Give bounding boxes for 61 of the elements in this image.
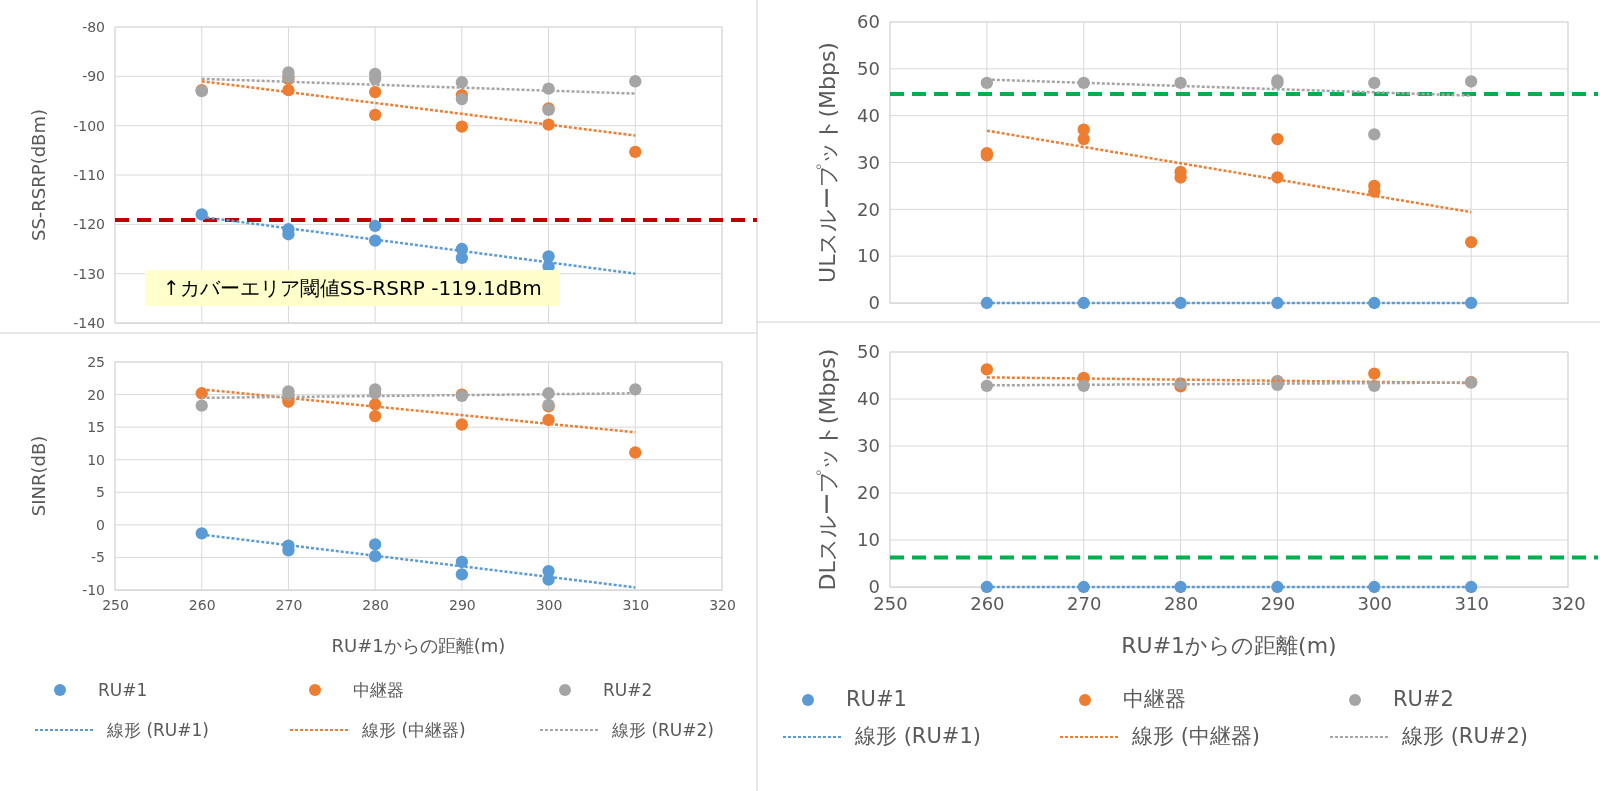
legend-label: RU#1 <box>98 680 148 700</box>
y-tick-label: -100 <box>73 117 105 134</box>
legend-label: RU#2 <box>1393 687 1454 711</box>
y-tick-label: -10 <box>82 581 105 598</box>
legend-label: 線形 (RU#2) <box>611 720 714 740</box>
y-tick-label: 50 <box>857 58 880 80</box>
x-tick-label: 280 <box>362 596 390 613</box>
legend-label: RU#2 <box>603 680 653 700</box>
x-tick-label: 260 <box>188 596 216 613</box>
y-tick-label: 0 <box>868 292 880 314</box>
x-tick-label: 270 <box>1067 592 1102 614</box>
x-tick-label: 300 <box>1357 592 1392 614</box>
y-tick-label: -80 <box>82 18 105 35</box>
y-tick-label: 20 <box>857 198 880 220</box>
legend-label: 中継器 <box>353 680 404 700</box>
y-tick-label: -110 <box>73 166 105 183</box>
y-tick-label: 10 <box>87 451 105 468</box>
legend-label: 線形 (RU#1) <box>854 724 981 748</box>
y-tick-label: 25 <box>87 353 105 370</box>
legend-label: 線形 (RU#1) <box>106 720 209 740</box>
y-tick-label: 0 <box>96 516 105 533</box>
x-tick-label: 250 <box>102 596 129 613</box>
y-tick-label: 15 <box>87 419 105 436</box>
x-tick-label: 310 <box>1454 592 1489 614</box>
y-axis-title: ULスループット(Mbps) <box>815 42 840 283</box>
y-tick-label: 20 <box>857 482 880 504</box>
x-tick-label: 270 <box>275 596 303 613</box>
annotation: ↑カバーエリア閾値SS-RSRP -119.1dBm <box>163 276 542 300</box>
y-tick-label: 60 <box>857 11 880 33</box>
legend-label: 中継器 <box>1123 687 1186 711</box>
y-tick-label: 50 <box>857 341 880 363</box>
legend-label: 線形 (中継器) <box>361 720 466 740</box>
y-tick-label: -130 <box>73 265 105 282</box>
y-tick-label: 5 <box>96 484 105 501</box>
legend-label: 線形 (中継器) <box>1131 724 1261 748</box>
legend-label: 線形 (RU#2) <box>1401 724 1528 748</box>
y-tick-label: 10 <box>857 245 880 267</box>
y-tick-label: -140 <box>73 314 105 331</box>
y-axis-title: SS-RSRP(dBm) <box>28 109 49 241</box>
y-tick-label: 10 <box>857 529 880 551</box>
y-tick-label: 30 <box>857 435 880 457</box>
x-tick-label: 320 <box>709 596 736 613</box>
y-tick-label: 20 <box>87 386 105 403</box>
x-tick-label: 290 <box>1260 592 1296 614</box>
y-tick-label: -90 <box>82 68 105 85</box>
y-tick-label: 40 <box>857 388 880 410</box>
y-tick-label: 30 <box>857 151 880 173</box>
x-tick-label: 280 <box>1163 592 1199 614</box>
x-axis-title: RU#1からの距離(m) <box>331 635 506 656</box>
y-tick-label: -5 <box>91 549 105 566</box>
x-axis-title: RU#1からの距離(m) <box>1121 633 1337 658</box>
x-tick-label: 260 <box>970 592 1005 614</box>
x-tick-label: 310 <box>622 596 650 613</box>
y-tick-label: 40 <box>857 104 880 126</box>
x-tick-label: 290 <box>448 596 476 613</box>
x-tick-label: 300 <box>535 596 563 613</box>
x-tick-label: 320 <box>1551 592 1586 614</box>
legend-label: RU#1 <box>846 687 907 711</box>
y-axis-title: DLスループット(Mbps) <box>815 348 840 591</box>
y-axis-title: SINR(dB) <box>28 435 49 517</box>
y-tick-label: -120 <box>73 216 105 233</box>
